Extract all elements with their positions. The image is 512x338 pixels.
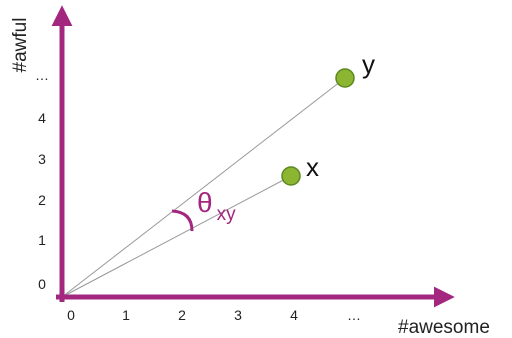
point-y <box>335 68 355 88</box>
x-tick-label: 3 <box>234 307 242 323</box>
x-tick-label: 1 <box>122 307 130 323</box>
y-tick-label: 4 <box>38 110 46 126</box>
x-tick-label: 0 <box>67 307 75 323</box>
x-axis-title: #awesome <box>398 317 490 338</box>
x-tick-label: 2 <box>178 307 186 323</box>
y-tick-label: 3 <box>38 151 46 167</box>
angle-arc <box>171 209 194 232</box>
point-y-label: y <box>362 49 375 79</box>
y-tick-label: 1 <box>38 232 46 248</box>
point-x <box>281 166 301 186</box>
x-tick-label: … <box>347 307 361 323</box>
vector-x-line <box>61 175 292 298</box>
angle-subscript: xy <box>217 204 237 225</box>
vector-y-line <box>61 77 346 298</box>
angle-label: θ xy <box>197 187 236 225</box>
y-tick-label: … <box>35 67 49 83</box>
y-tick-label: 2 <box>38 192 46 208</box>
point-x-label: x <box>306 152 319 182</box>
y-axis-title: #awful <box>10 18 31 73</box>
x-tick-label: 4 <box>290 307 298 323</box>
y-tick-label: 0 <box>38 276 46 292</box>
angle-symbol: θ <box>197 187 213 218</box>
